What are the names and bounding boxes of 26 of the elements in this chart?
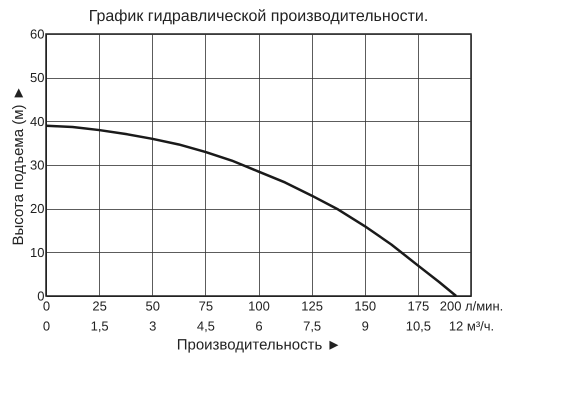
x-tick-label: 150: [354, 298, 376, 314]
x-tick-label: 25: [92, 298, 107, 314]
y-axis-title: Высота подъема (м) ►: [10, 85, 28, 246]
x2-tick-label: 12 м³/ч.: [448, 318, 494, 334]
x2-tick-label: 3: [149, 318, 156, 334]
y-tick-label: 30: [30, 158, 44, 172]
x2-tick-label: 9: [362, 318, 369, 334]
x-tick-label: 100: [248, 298, 270, 314]
x2-tick-label: 6: [255, 318, 263, 334]
y-tick-label: 0: [37, 288, 44, 304]
chart-title: График гидравлической производительности.: [88, 8, 428, 25]
y-tick-label: 60: [30, 26, 44, 42]
y-tick-label: 10: [30, 244, 44, 260]
x-tick-label: 75: [198, 298, 214, 314]
y-tick-label: 20: [30, 201, 44, 216]
x-tick-label: 200 л/мин.: [440, 298, 504, 314]
x2-tick-label: 4,5: [196, 318, 215, 334]
y-tick-label: 40: [30, 114, 44, 129]
x-tick-label: 175: [408, 298, 430, 314]
y-tick-label: 50: [30, 70, 44, 86]
x-tick-label: 50: [146, 298, 160, 314]
x-axis-title: Производительность ►: [176, 336, 342, 354]
x-tick-label: 125: [301, 298, 323, 314]
x2-tick-label: 1,5: [90, 318, 109, 334]
x2-tick-label: 7,5: [303, 318, 322, 334]
x2-tick-label: 10,5: [406, 318, 432, 334]
